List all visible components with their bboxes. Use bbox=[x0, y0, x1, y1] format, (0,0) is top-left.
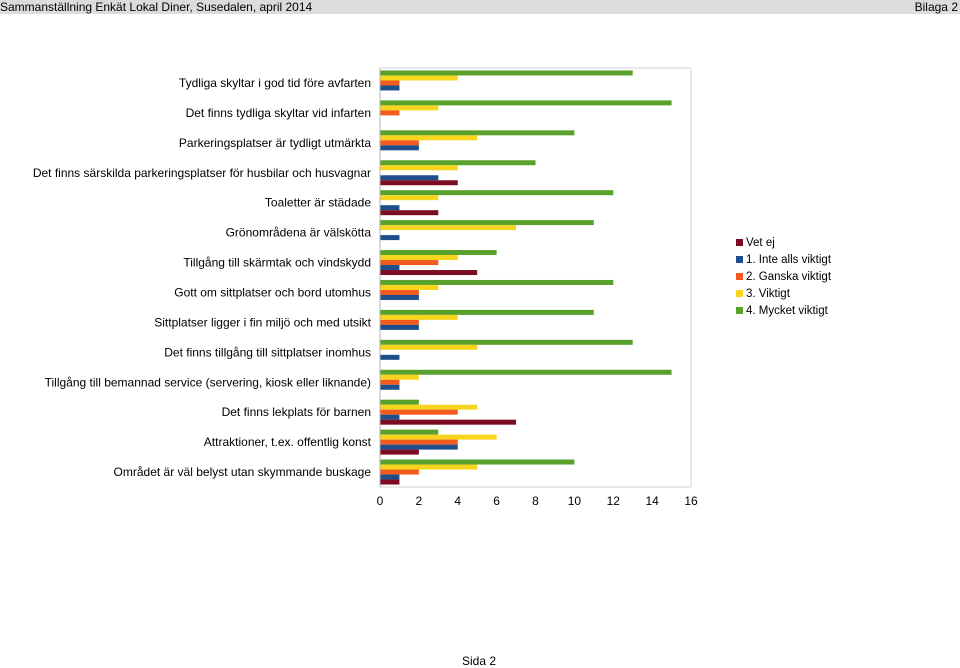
bar bbox=[380, 464, 478, 470]
bar bbox=[380, 105, 439, 111]
x-tick-label: 10 bbox=[568, 494, 582, 508]
bar bbox=[380, 279, 614, 285]
bar bbox=[380, 270, 478, 276]
bar bbox=[380, 449, 419, 455]
bar bbox=[380, 130, 575, 136]
bar bbox=[380, 314, 458, 320]
bar bbox=[380, 284, 439, 290]
appendix-label: Bilaga 2 bbox=[914, 0, 958, 14]
bar bbox=[380, 459, 575, 465]
bar bbox=[380, 255, 458, 261]
legend-swatch bbox=[736, 273, 743, 280]
bar bbox=[380, 439, 458, 445]
document-title: Sammanställning Enkät Lokal Diner, Sused… bbox=[0, 0, 313, 14]
bar bbox=[380, 344, 478, 350]
legend-swatch bbox=[736, 256, 743, 263]
bar bbox=[380, 429, 439, 435]
page-number: Sida 2 bbox=[462, 654, 497, 668]
bar bbox=[380, 160, 536, 166]
bar bbox=[380, 265, 400, 271]
legend-entry: Vet ej bbox=[746, 237, 775, 249]
bar bbox=[380, 205, 400, 211]
bar bbox=[380, 235, 400, 241]
bar bbox=[380, 399, 419, 405]
bar bbox=[380, 80, 400, 86]
x-tick-label: 12 bbox=[607, 494, 621, 508]
bar bbox=[380, 260, 439, 266]
bar bbox=[380, 419, 517, 425]
category-label: Tydliga skyltar i god tid före avfarten bbox=[179, 76, 371, 90]
bar bbox=[380, 145, 419, 151]
legend-entry: 4. Mycket viktigt bbox=[746, 305, 829, 317]
legend-entry: 3. Viktigt bbox=[746, 288, 791, 300]
bar bbox=[380, 309, 594, 315]
category-label: Toaletter är städade bbox=[265, 196, 371, 210]
bar bbox=[380, 409, 458, 415]
category-label: Tillgång till bemannad service (serverin… bbox=[45, 375, 371, 389]
bar bbox=[380, 384, 400, 390]
bar bbox=[380, 404, 478, 410]
category-label: Tillgång till skärmtak och vindskydd bbox=[183, 256, 371, 270]
bar bbox=[380, 180, 458, 186]
x-tick-label: 0 bbox=[377, 494, 384, 508]
legend-swatch bbox=[736, 290, 743, 297]
bar bbox=[380, 165, 458, 171]
bar bbox=[380, 190, 614, 196]
page-header: Sammanställning Enkät Lokal Diner, Sused… bbox=[0, 0, 960, 14]
category-label: Parkeringsplatser är tydligt utmärkta bbox=[179, 136, 371, 150]
bar bbox=[380, 479, 400, 485]
bar bbox=[380, 135, 478, 141]
category-label: Grönområdena är välskötta bbox=[226, 226, 372, 240]
bar bbox=[380, 369, 672, 375]
x-tick-label: 14 bbox=[645, 494, 659, 508]
bar bbox=[380, 225, 517, 231]
bar bbox=[380, 374, 419, 380]
category-label: Det finns lekplats för barnen bbox=[222, 405, 371, 419]
bar bbox=[380, 339, 633, 345]
bar bbox=[380, 474, 400, 480]
legend-entry: 2. Ganska viktigt bbox=[746, 271, 832, 283]
bar bbox=[380, 379, 400, 385]
bar bbox=[380, 85, 400, 91]
category-label: Det finns tydliga skyltar vid infarten bbox=[186, 106, 371, 120]
bar bbox=[380, 210, 439, 216]
legend-swatch bbox=[736, 239, 743, 246]
category-label: Attraktioner, t.ex. offentlig konst bbox=[204, 435, 372, 449]
bar bbox=[380, 289, 419, 295]
x-tick-label: 4 bbox=[454, 494, 461, 508]
bar bbox=[380, 324, 419, 330]
bar bbox=[380, 220, 594, 226]
category-label: Gott om sittplatser och bord utomhus bbox=[174, 285, 371, 299]
bar bbox=[380, 70, 633, 76]
bar bbox=[380, 319, 419, 325]
bar bbox=[380, 250, 497, 256]
x-tick-label: 2 bbox=[416, 494, 423, 508]
bar bbox=[380, 195, 439, 201]
bar bbox=[380, 175, 439, 181]
bar bbox=[380, 354, 400, 360]
bar bbox=[380, 110, 400, 116]
x-tick-label: 8 bbox=[532, 494, 539, 508]
bar bbox=[380, 414, 400, 420]
category-label: Området är väl belyst utan skymmande bus… bbox=[114, 465, 372, 479]
category-label: Det finns särskilda parkeringsplatser fö… bbox=[33, 166, 371, 180]
category-label: Sittplatser ligger i fin miljö och med u… bbox=[154, 315, 371, 329]
legend-entry: 1. Inte alls viktigt bbox=[746, 254, 832, 266]
legend-swatch bbox=[736, 307, 743, 314]
bar bbox=[380, 444, 458, 450]
x-tick-label: 6 bbox=[493, 494, 500, 508]
bar bbox=[380, 100, 672, 106]
bar bbox=[380, 434, 497, 440]
bar bbox=[380, 294, 419, 300]
bar bbox=[380, 75, 458, 81]
bar bbox=[380, 469, 419, 475]
category-label: Det finns tillgång till sittplatser inom… bbox=[164, 345, 371, 359]
bar bbox=[380, 140, 419, 146]
x-tick-label: 16 bbox=[684, 494, 698, 508]
